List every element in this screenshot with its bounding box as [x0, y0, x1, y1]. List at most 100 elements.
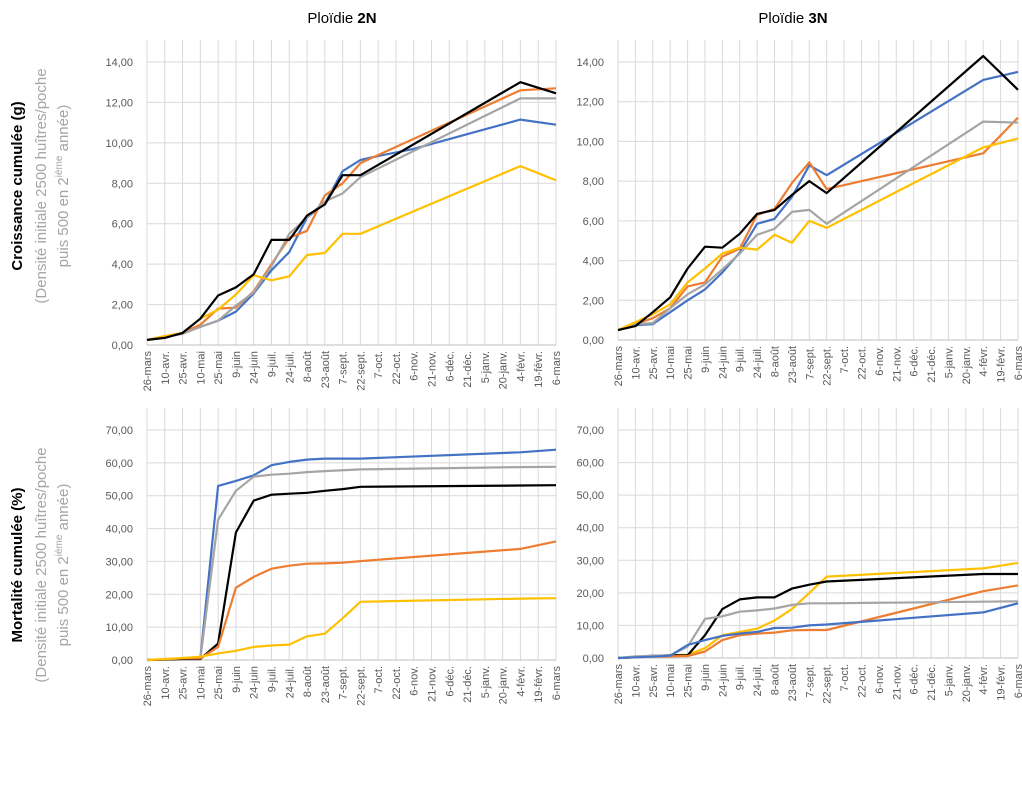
growth-3n-xtick-label: 5-janv. — [943, 346, 955, 378]
mortality-2n-xtick-label: 10-mai — [195, 666, 207, 700]
mortality-2n-xtick-label: 23-août — [320, 666, 332, 703]
mortality-3n-ytick-label: 50,00 — [576, 490, 604, 502]
growth-2n-xtick-label: 9-juin — [231, 351, 243, 378]
growth-2n-xtick-label: 22-oct. — [391, 351, 403, 385]
growth-2n-xtick-label: 8-août — [302, 351, 314, 382]
growth-2n-xtick-label: 10-avr. — [160, 351, 172, 385]
mortality-2n-xtick-label: 22-sept. — [355, 666, 367, 706]
mortality-3n-ytick-label: 0,00 — [583, 653, 604, 665]
mortality-2n-xtick-label: 19-févr. — [533, 666, 545, 703]
mortality-3n-xtick-label: 5-janv. — [943, 664, 955, 696]
mortality-2n-xtick-label: 21-nov. — [427, 666, 439, 702]
mortality-2n-ytick-label: 0,00 — [112, 655, 133, 667]
mortality-3n-xtick-label: 10-avr. — [630, 664, 642, 698]
mortality-3n-series-yellow — [617, 561, 1019, 660]
mortality-3n-xtick-label: 7-oct. — [839, 664, 851, 692]
mortality-2n-xtick-label: 10-avr. — [160, 666, 172, 700]
mortality-3n-series-black — [617, 572, 1018, 660]
growth-3n-series-gray — [617, 120, 1019, 332]
mortality-2n-xtick-label: 25-avr. — [178, 666, 190, 700]
mortality-3n-ytick-label: 60,00 — [576, 458, 604, 470]
growth-2n-ytick-label: 6,00 — [112, 219, 133, 231]
growth-2n-xtick-label: 25-avr. — [178, 351, 190, 385]
mortality-3n-xtick-label: 6-mars — [1013, 664, 1022, 699]
mortality-2n-ytick-label: 60,00 — [105, 458, 133, 470]
mortality-2n-ytick-label: 40,00 — [105, 524, 133, 536]
mortality-3n-xtick-label: 19-févr. — [996, 664, 1008, 701]
mortality-3n-xtick-label: 10-mai — [665, 664, 677, 698]
growth-3n-ytick-label: 0,00 — [583, 335, 604, 347]
mortality-3n-xtick-label: 25-mai — [683, 664, 695, 698]
growth-2n-series-gray — [146, 97, 556, 341]
growth-3n-xtick-label: 21-déc. — [926, 346, 938, 383]
mortality-3n-series-orange — [617, 584, 1019, 660]
mortality-2n-xtick-label: 21-déc. — [462, 666, 474, 703]
growth-3n-xtick-label: 22-oct. — [856, 346, 868, 380]
growth-3n-xtick-label: 4-févr. — [978, 346, 990, 377]
growth-2n-xtick-label: 7-sept. — [338, 351, 350, 385]
mortality-3n-xtick-label: 22-sept. — [822, 664, 834, 704]
growth-3n-xtick-label: 26-mars — [613, 346, 625, 387]
growth-3n-xtick-label: 21-nov. — [891, 346, 903, 382]
mortality-2n-xtick-label: 20-janv. — [498, 666, 510, 704]
growth-3n-xtick-label: 7-oct. — [839, 346, 851, 374]
mortality-3n-xtick-label: 8-août — [770, 664, 782, 695]
growth-3n-ytick-label: 6,00 — [583, 216, 604, 228]
growth-3n-ytick-label: 8,00 — [583, 176, 604, 188]
mortality-2n-xtick-label: 9-juin — [231, 666, 243, 693]
growth-3n-ytick-label: 14,00 — [576, 57, 604, 69]
growth-2n-xtick-label: 24-juil. — [284, 351, 296, 383]
growth-3n-xtick-label: 20-janv. — [961, 346, 973, 384]
growth-3n-series-yellow — [617, 137, 1019, 332]
growth-2n-ytick-label: 10,00 — [105, 138, 133, 150]
mortality-3n-xtick-label: 21-nov. — [891, 664, 903, 700]
growth-2n-xtick-label: 5-janv. — [480, 351, 492, 383]
growth-2n-ytick-label: 4,00 — [112, 259, 133, 271]
chart-growth-3n: 0,00 2,00 4,00 6,00 8,00 10,00 12,00 14,00 26-ma… — [576, 40, 1022, 386]
column-title-2n: Ploïdie 2N — [307, 10, 376, 27]
mortality-3n-xtick-label: 6-déc. — [909, 664, 921, 695]
mortality-2n-xtick-label: 26-mars — [142, 666, 154, 707]
growth-3n-xtick-label: 24-juin — [717, 346, 729, 379]
growth-3n-xtick-label: 10-mai — [665, 346, 677, 380]
mortality-3n-xtick-label: 24-juil. — [752, 664, 764, 696]
growth-3n-ytick-label: 4,00 — [583, 256, 604, 268]
growth-2n-xtick-label: 10-mai — [195, 351, 207, 385]
mortality-2n-xtick-label: 4-févr. — [515, 666, 527, 697]
mortality-2n-xtick-label: 6-mars — [551, 666, 563, 701]
growth-2n-xtick-label: 24-juin — [249, 351, 261, 384]
growth-3n-xtick-label: 25-avr. — [648, 346, 660, 380]
chart-growth-2n: 0,00 2,00 4,00 6,00 8,00 10,00 12,00 14,00 26-ma… — [105, 40, 563, 391]
mortality-2n-ytick-label: 10,00 — [105, 622, 133, 634]
growth-3n-xtick-label: 8-août — [770, 346, 782, 377]
growth-2n-series-yellow — [146, 165, 557, 341]
growth-2n-xtick-label: 9-juil. — [266, 351, 278, 377]
growth-2n-xtick-label: 22-sept. — [355, 351, 367, 391]
growth-3n-xtick-label: 10-avr. — [630, 346, 642, 380]
growth-3n-series-blue — [617, 70, 1019, 332]
mortality-3n-ytick-label: 40,00 — [576, 523, 604, 535]
mortality-3n-ytick-label: 30,00 — [576, 555, 604, 567]
growth-2n-xtick-label: 26-mars — [142, 351, 154, 392]
growth-3n-xtick-label: 9-juil. — [735, 346, 747, 372]
mortality-3n-ytick-label: 70,00 — [576, 425, 604, 437]
growth-3n-xtick-label: 7-sept. — [804, 346, 816, 380]
row-label-mortality: Mortalité cumulée (%) (Densité initiale … — [9, 447, 72, 682]
mortality-3n-xtick-label: 24-juin — [717, 664, 729, 697]
mortality-3n-xtick-label: 26-mars — [613, 664, 625, 705]
mortality-3n-xtick-label: 20-janv. — [961, 664, 973, 702]
growth-3n-ytick-label: 12,00 — [576, 97, 604, 109]
column-title-3n: Ploïdie 3N — [758, 10, 827, 27]
charts-group: 0,00 2,00 4,00 6,00 8,00 10,00 12,00 14,00 26-ma… — [105, 40, 1022, 706]
growth-2n-ytick-label: 2,00 — [112, 300, 133, 312]
chart-mortality-3n: 0,00 10,00 20,00 30,00 40,00 50,00 60,00 70,00 2… — [576, 408, 1022, 704]
mortality-3n-xtick-label: 22-oct. — [856, 664, 868, 698]
mortality-3n-xtick-label: 7-sept. — [804, 664, 816, 698]
mortality-3n-series-blue — [617, 602, 1019, 660]
mortality-2n-xtick-label: 24-juil. — [284, 666, 296, 698]
mortality-3n-xtick-label: 6-nov. — [874, 664, 886, 694]
mortality-3n-xtick-label: 9-juil. — [735, 664, 747, 690]
growth-2n-xtick-label: 6-mars — [551, 351, 563, 386]
row-label-growth-sub1: (Densité initiale 2500 huîtres/poche — [33, 68, 50, 303]
